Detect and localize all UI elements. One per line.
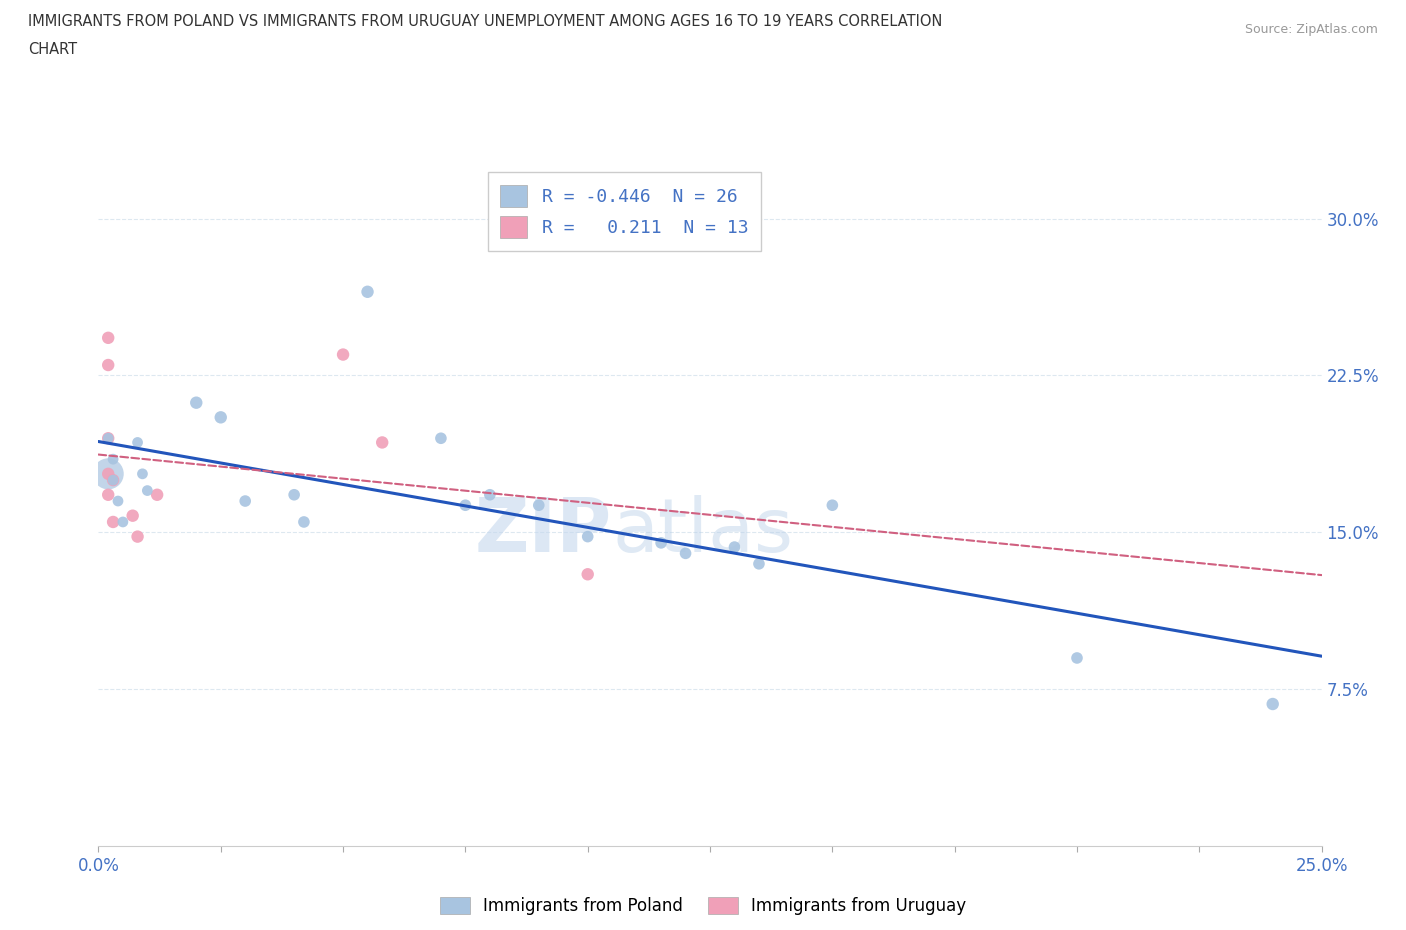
- Point: [233, 494, 256, 509]
- Point: [332, 347, 354, 362]
- Text: CHART: CHART: [28, 42, 77, 57]
- Point: [146, 487, 169, 502]
- Point: [97, 487, 120, 502]
- Point: [723, 539, 745, 554]
- Point: [97, 330, 120, 345]
- Point: [821, 498, 844, 512]
- Point: [97, 431, 120, 445]
- Point: [430, 431, 453, 445]
- Point: [101, 472, 124, 487]
- Point: [650, 536, 672, 551]
- Point: [127, 529, 149, 544]
- Point: [101, 514, 124, 529]
- Point: [107, 494, 129, 509]
- Point: [371, 435, 394, 450]
- Point: [356, 285, 378, 299]
- Point: [478, 487, 501, 502]
- Point: [111, 514, 134, 529]
- Point: [97, 467, 120, 482]
- Point: [101, 472, 124, 487]
- Point: [97, 431, 120, 445]
- Point: [186, 395, 208, 410]
- Point: [97, 467, 120, 482]
- Point: [292, 514, 315, 529]
- Point: [576, 529, 599, 544]
- Point: [527, 498, 550, 512]
- Text: IMMIGRANTS FROM POLAND VS IMMIGRANTS FROM URUGUAY UNEMPLOYMENT AMONG AGES 16 TO : IMMIGRANTS FROM POLAND VS IMMIGRANTS FRO…: [28, 14, 942, 29]
- Point: [1066, 651, 1088, 666]
- Point: [454, 498, 477, 512]
- Point: [576, 567, 599, 582]
- Point: [209, 410, 232, 425]
- Point: [675, 546, 697, 561]
- Point: [97, 358, 120, 373]
- Legend: Immigrants from Poland, Immigrants from Uruguay: Immigrants from Poland, Immigrants from …: [433, 890, 973, 922]
- Legend: R = -0.446  N = 26, R =   0.211  N = 13: R = -0.446 N = 26, R = 0.211 N = 13: [488, 172, 761, 251]
- Text: atlas: atlas: [612, 495, 793, 568]
- Point: [121, 509, 143, 524]
- Point: [131, 467, 153, 482]
- Text: Source: ZipAtlas.com: Source: ZipAtlas.com: [1244, 23, 1378, 36]
- Point: [101, 452, 124, 467]
- Point: [127, 435, 149, 450]
- Point: [1261, 697, 1284, 711]
- Point: [136, 484, 159, 498]
- Point: [283, 487, 305, 502]
- Text: ZIP: ZIP: [475, 495, 612, 568]
- Point: [748, 556, 770, 571]
